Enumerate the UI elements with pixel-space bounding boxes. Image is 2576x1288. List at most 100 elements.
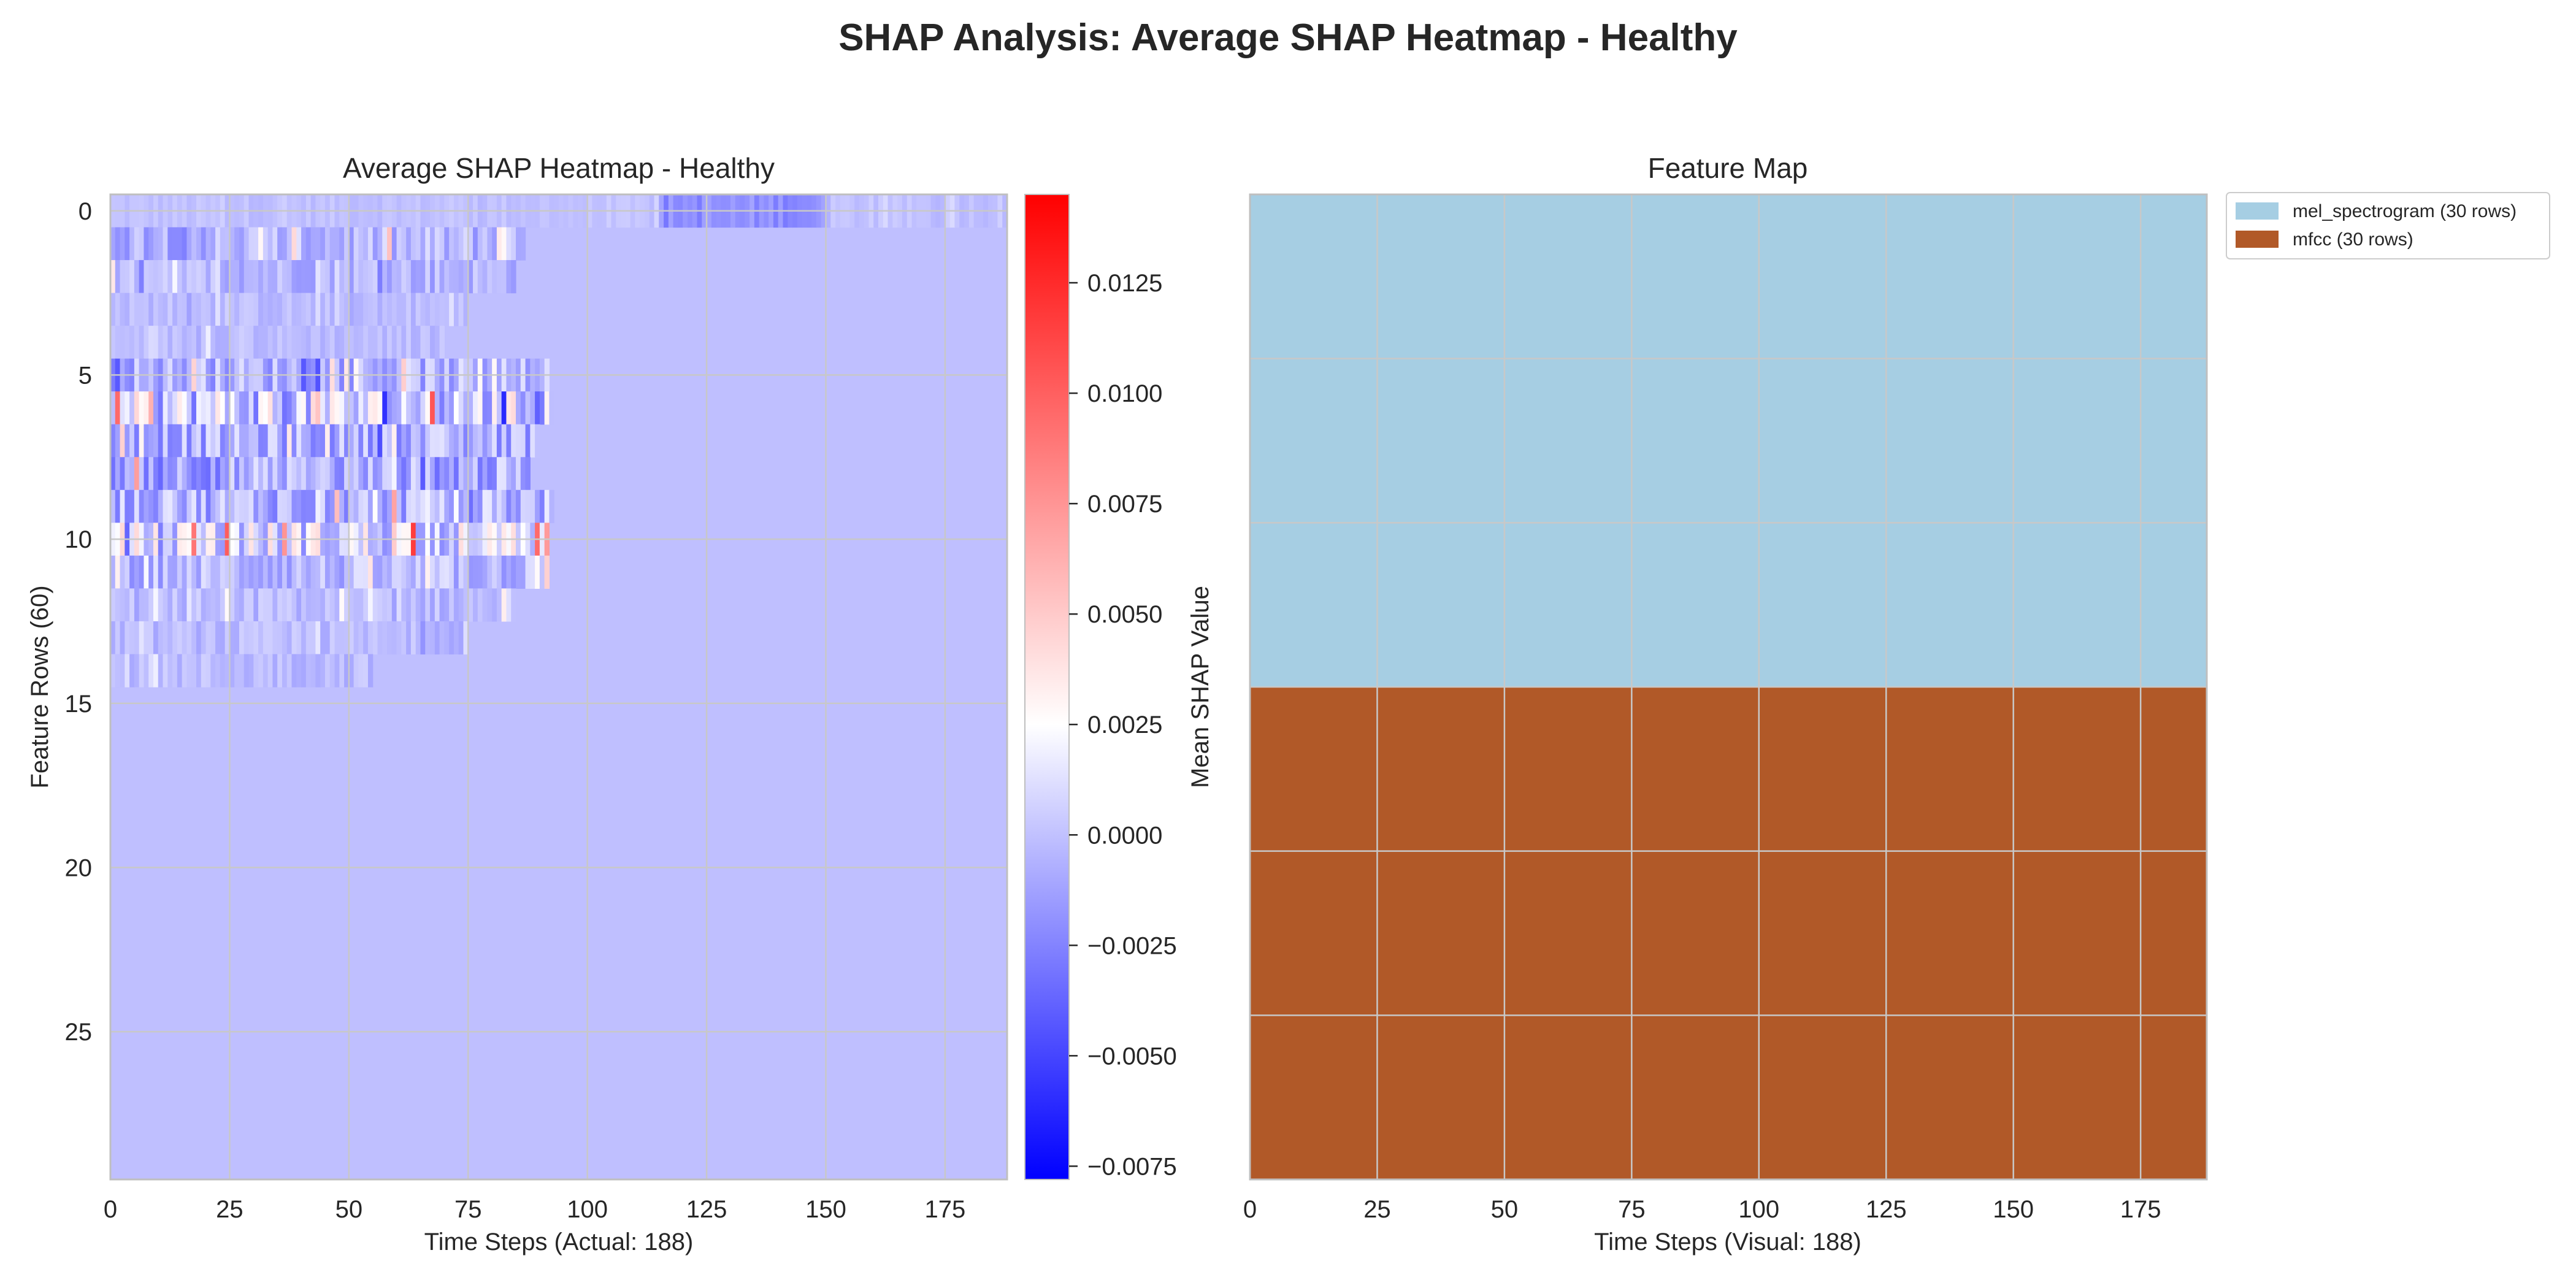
- heatmap-cell: [420, 326, 426, 359]
- heatmap-cell: [525, 555, 531, 589]
- heatmap-cell: [501, 424, 507, 458]
- heatmap-cell: [434, 424, 440, 458]
- heatmap-cell: [144, 588, 149, 622]
- heatmap-cell: [110, 555, 116, 589]
- heatmap-cell: [296, 621, 302, 655]
- heatmap-cell: [444, 424, 450, 458]
- heatmap-cell: [134, 654, 140, 688]
- heatmap-cell: [291, 326, 297, 359]
- heatmap-cell: [530, 391, 535, 425]
- heatmap-cell: [210, 621, 216, 655]
- heatmap-cell: [425, 457, 431, 491]
- heatmap-cell: [248, 260, 254, 294]
- heatmap-cell: [458, 621, 464, 655]
- heatmap-cell: [167, 260, 173, 294]
- heatmap-cell: [401, 326, 407, 359]
- heatmap-cell: [449, 457, 454, 491]
- heatmap-cell: [163, 227, 168, 261]
- heatmap-cell: [334, 424, 340, 458]
- shap-heatmap-xlabel: Time Steps (Actual: 188): [424, 1229, 694, 1255]
- heatmap-cell: [234, 621, 240, 655]
- heatmap-cell: [353, 326, 359, 359]
- heatmap-cell: [205, 424, 211, 458]
- heatmap-cell: [172, 457, 178, 491]
- heatmap-cell: [415, 457, 421, 491]
- heatmap-cell: [148, 621, 154, 655]
- heatmap-cell: [520, 424, 526, 458]
- heatmap-cell: [420, 489, 426, 523]
- heatmap-cell: [277, 457, 283, 491]
- heatmap-cell: [425, 293, 431, 326]
- heatmap-cell: [344, 555, 350, 589]
- heatmap-cell: [511, 555, 516, 589]
- heatmap-cell: [291, 457, 297, 491]
- heatmap-x-tick-label: 0: [104, 1196, 117, 1223]
- heatmap-cell: [248, 227, 254, 261]
- heatmap-cell: [139, 293, 145, 326]
- heatmap-cell: [205, 654, 211, 688]
- heatmap-cell: [248, 489, 254, 523]
- heatmap-cell: [358, 293, 364, 326]
- heatmap-cell: [115, 326, 121, 359]
- heatmap-cell: [144, 654, 149, 688]
- heatmap-cell: [234, 588, 240, 622]
- heatmap-cell: [367, 326, 374, 359]
- heatmap-cell: [458, 555, 464, 589]
- heatmap-cell: [387, 489, 393, 523]
- heatmap-cell: [253, 621, 259, 655]
- heatmap-cell: [239, 588, 245, 622]
- heatmap-cell: [177, 293, 183, 326]
- heatmap-cell: [329, 621, 335, 655]
- heatmap-cell: [163, 457, 168, 491]
- heatmap-cell: [272, 391, 278, 425]
- heatmap-cell: [110, 621, 116, 655]
- heatmap-cell: [139, 489, 145, 523]
- heatmap-cell: [401, 424, 407, 458]
- heatmap-cell: [410, 293, 416, 326]
- heatmap-cell: [296, 654, 302, 688]
- heatmap-cell: [286, 260, 293, 294]
- heatmap-cell: [205, 588, 211, 622]
- heatmap-cell: [391, 621, 397, 655]
- heatmap-cell: [310, 293, 316, 326]
- heatmap-cell: [153, 391, 159, 425]
- heatmap-cell: [177, 457, 183, 491]
- heatmap-cell: [396, 260, 402, 294]
- heatmap-cell: [139, 621, 145, 655]
- heatmap-cell: [215, 424, 221, 458]
- heatmap-cell: [391, 555, 397, 589]
- heatmap-cell: [420, 588, 426, 622]
- heatmap-cell: [434, 555, 440, 589]
- colorbar-tick-label: −0.0025: [1087, 932, 1177, 959]
- heatmap-cell: [458, 489, 464, 523]
- heatmap-cell: [401, 489, 407, 523]
- heatmap-cell: [310, 489, 316, 523]
- heatmap-cell: [125, 260, 130, 294]
- heatmap-cell: [530, 489, 535, 523]
- heatmap-cell: [344, 424, 350, 458]
- heatmap-cell: [430, 489, 435, 523]
- heatmap-cell: [182, 457, 188, 491]
- heatmap-cell: [182, 489, 188, 523]
- heatmap-cell: [210, 293, 216, 326]
- heatmap-cell: [196, 227, 202, 261]
- heatmap-cell: [324, 326, 331, 359]
- heatmap-cell: [525, 424, 531, 458]
- heatmap-cell: [301, 489, 307, 523]
- heatmap-cell: [492, 489, 497, 523]
- heatmap-cell: [453, 227, 459, 261]
- heatmap-cell: [167, 621, 173, 655]
- heatmap-cell: [315, 391, 321, 425]
- heatmap-cell: [367, 621, 374, 655]
- heatmap-cell: [439, 621, 445, 655]
- heatmap-cell: [492, 260, 497, 294]
- heatmap-cell: [148, 654, 154, 688]
- heatmap-cell: [110, 293, 116, 326]
- heatmap-cell: [267, 293, 274, 326]
- heatmap-cell: [358, 260, 364, 294]
- heatmap-cell: [434, 326, 440, 359]
- heatmap-cell: [148, 555, 154, 589]
- heatmap-cell: [286, 555, 293, 589]
- heatmap-cell: [473, 424, 478, 458]
- heatmap-cell: [120, 227, 125, 261]
